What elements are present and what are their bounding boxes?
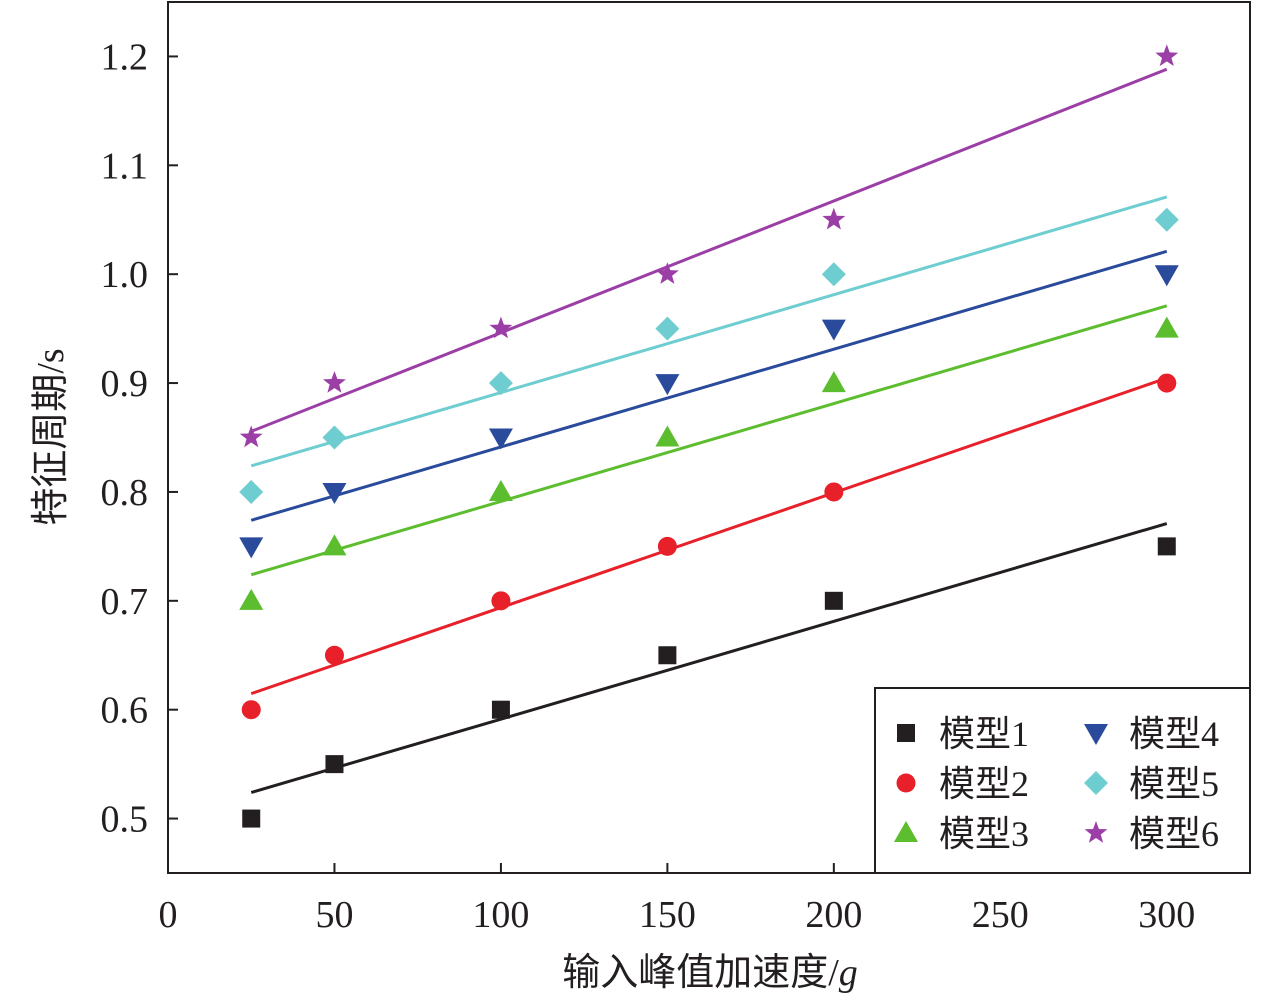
data-point-series-6: [822, 207, 846, 230]
x-tick-label: 50: [315, 894, 353, 936]
x-tick-label: 200: [805, 894, 862, 936]
y-tick-label: 0.6: [101, 690, 149, 732]
legend-label-6: 模型6: [1129, 814, 1219, 854]
legend: 模型1 模型2 模型3 模型4 模型5 模型6: [874, 687, 1251, 874]
x-axis-label: 输入峰值加速度/g: [562, 952, 858, 994]
data-point-series-2: [657, 536, 677, 556]
legend-box: [874, 687, 1251, 874]
data-point-series-1: [824, 591, 843, 610]
legend-marker-5: [1084, 771, 1108, 795]
data-point-series-5: [488, 371, 513, 396]
legend-label-2: 模型2: [939, 764, 1029, 804]
data-point-series-3: [655, 425, 680, 447]
data-point-series-2: [824, 482, 844, 502]
y-tick-label: 0.5: [101, 799, 149, 841]
x-tick-label: 150: [639, 894, 696, 936]
y-tick-label: 1.1: [101, 145, 149, 187]
data-point-series-4: [239, 537, 264, 559]
y-tick-label: 0.7: [101, 581, 149, 623]
fit-line-series-4: [250, 249, 1168, 522]
data-point-series-5: [821, 262, 846, 287]
fit-line-series-6: [250, 67, 1168, 433]
data-point-series-6: [656, 262, 679, 284]
data-point-series-3: [821, 371, 846, 393]
data-point-series-2: [324, 645, 344, 665]
y-tick-label: 1.2: [101, 36, 149, 78]
x-tick-label: 0: [159, 894, 178, 936]
data-point-series-2: [491, 591, 511, 611]
legend-label-4: 模型4: [1129, 714, 1219, 754]
data-point-series-6: [323, 371, 346, 393]
data-point-series-1: [325, 755, 344, 774]
data-point-series-3: [488, 479, 513, 501]
data-point-series-3: [322, 534, 347, 556]
legend-marker-1: [897, 724, 915, 742]
data-point-series-6: [1155, 44, 1179, 67]
data-point-series-4: [322, 482, 347, 504]
data-point-series-1: [1157, 537, 1176, 556]
data-point-series-1: [658, 646, 677, 665]
data-point-series-1: [491, 700, 510, 719]
x-tick-label: 250: [972, 894, 1029, 936]
y-tick-label: 0.8: [101, 472, 149, 514]
y-tick-label: 1.0: [101, 254, 149, 296]
legend-marker-2: [896, 773, 916, 793]
y-axis-label: 特征周期/s: [30, 348, 72, 525]
data-point-series-4: [655, 374, 680, 396]
data-point-series-2: [241, 700, 261, 720]
data-point-series-3: [1154, 316, 1179, 338]
data-point-series-3: [239, 588, 264, 610]
data-point-series-4: [488, 428, 513, 450]
legend-label-3: 模型3: [939, 814, 1029, 854]
data-point-series-1: [242, 809, 261, 828]
data-point-series-5: [239, 479, 264, 504]
fit-line-series-3: [250, 304, 1168, 577]
data-point-series-4: [1154, 265, 1179, 287]
legend-marker-4: [1084, 724, 1108, 745]
data-point-series-5: [655, 316, 680, 341]
fit-line-series-2: [250, 376, 1168, 696]
fit-line-series-1: [250, 522, 1168, 794]
data-point-series-4: [821, 319, 846, 341]
x-tick-label: 100: [472, 894, 529, 936]
legend-label-1: 模型1: [939, 714, 1029, 754]
legend-marker-6: [1084, 821, 1108, 843]
y-tick-label: 0.9: [101, 363, 149, 405]
data-point-series-2: [1157, 373, 1177, 393]
fit-line-series-5: [250, 195, 1168, 468]
data-point-series-6: [489, 316, 513, 339]
data-point-series-5: [322, 425, 347, 450]
legend-label-5: 模型5: [1129, 764, 1219, 804]
data-point-series-5: [1154, 207, 1179, 232]
plot-frame: [167, 1, 1251, 874]
data-point-series-6: [239, 425, 263, 448]
legend-marker-3: [894, 821, 918, 842]
x-tick-label: 300: [1138, 894, 1195, 936]
